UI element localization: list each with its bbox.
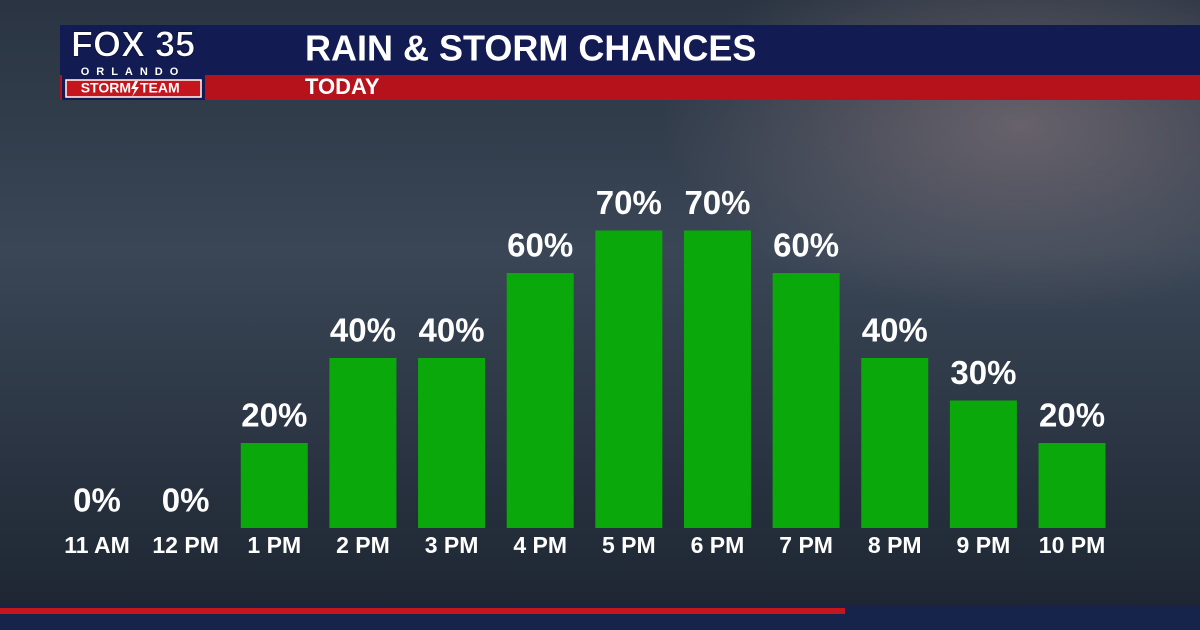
value-label: 30% [950,354,1016,391]
bar [595,230,663,528]
value-label: 60% [773,227,839,264]
bar [418,358,486,528]
x-tick-label: 2 PM [336,532,390,558]
x-tick-label: 7 PM [779,532,833,558]
logo-city: ORLANDO [81,66,186,78]
x-tick-label: 8 PM [868,532,922,558]
title-bar [60,25,1200,75]
value-label: 40% [330,312,396,349]
bar [1038,443,1106,528]
x-tick-label: 11 AM [64,532,130,558]
x-tick-label: 12 PM [152,532,218,558]
logo-bolt [131,81,139,97]
bar [949,400,1017,528]
x-tick-label: 9 PM [957,532,1011,558]
bottom-red-line [0,608,845,614]
value-label: 40% [419,312,485,349]
value-label: 40% [862,312,928,349]
x-tick-label: 3 PM [425,532,479,558]
value-label: 20% [241,397,307,434]
logo-team-right: TEAM [140,80,180,96]
value-label: 0% [162,482,210,519]
bar [329,358,397,528]
chart-title: RAIN & STORM CHANCES [305,28,756,69]
x-tick-label: 6 PM [691,532,745,558]
bar [506,273,574,528]
value-label: 20% [1039,397,1105,434]
bar [861,358,929,528]
x-tick-label: 4 PM [513,532,567,558]
x-tick-label: 10 PM [1039,532,1105,558]
subtitle-bar [60,75,1200,100]
bar [772,273,840,528]
x-tick-label: 5 PM [602,532,656,558]
logo-team-left: STORM [81,80,131,96]
bar [240,443,308,528]
value-label: 70% [596,184,662,221]
value-label: 70% [684,184,750,221]
x-tick-label: 1 PM [247,532,301,558]
logo-brand: FOX 35 [71,24,195,65]
chart-subtitle: TODAY [305,74,380,99]
value-label: 60% [507,227,573,264]
bar [683,230,751,528]
value-label: 0% [73,482,121,519]
